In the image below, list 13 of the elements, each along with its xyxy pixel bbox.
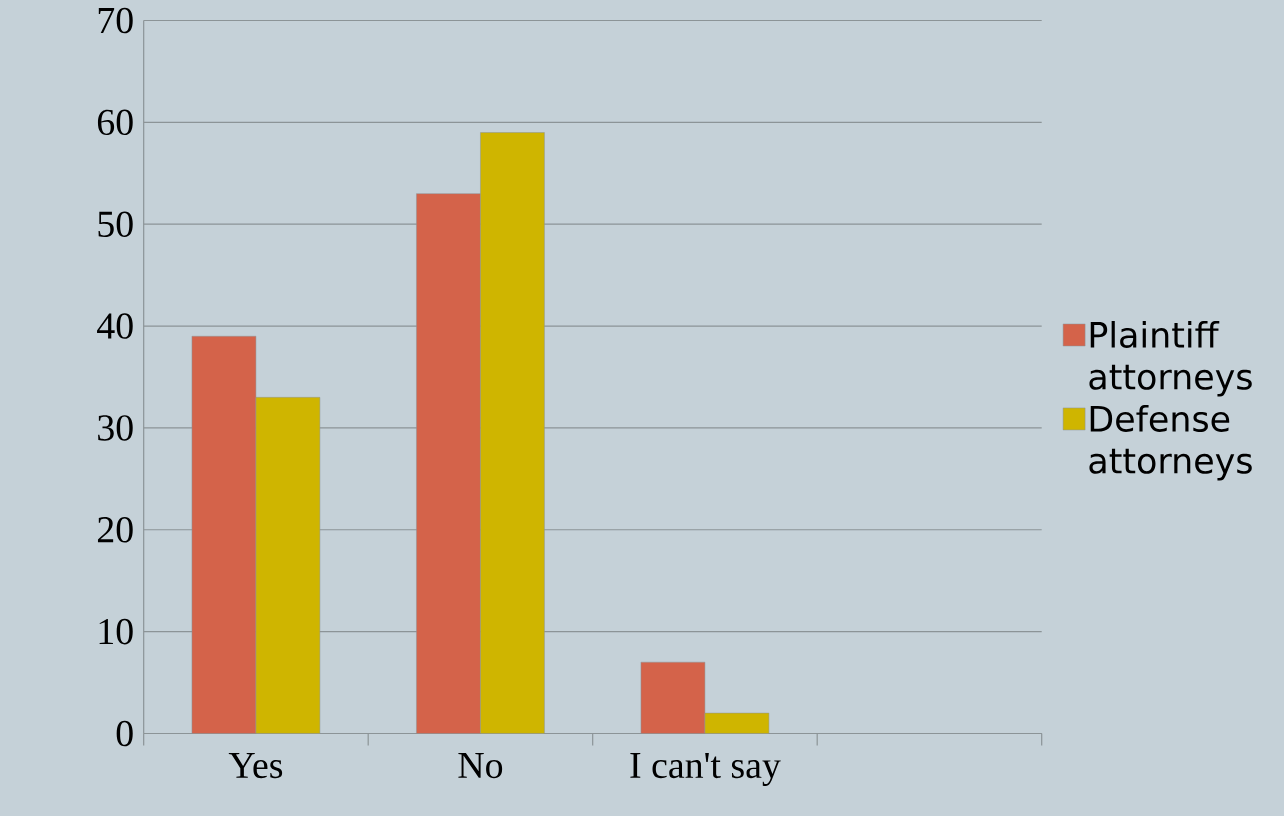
y-tick-label: 30 [98, 415, 133, 441]
y-tick-label: 70 [98, 7, 133, 34]
y-tick-label: 20 [97, 517, 133, 543]
x-tick-label: No [458, 752, 503, 779]
x-tick-label: I can't say [630, 752, 781, 786]
y-tick-label: 50 [98, 211, 133, 237]
legend-label: Defense attorneys [1089, 404, 1252, 481]
legend-label: Plaintiff attorneys [1089, 320, 1252, 397]
y-tick-label: 40 [97, 313, 133, 339]
x-tick-label: Yes [228, 752, 283, 779]
y-tick-label: 0 [116, 720, 133, 747]
y-tick-label: 10 [99, 618, 133, 645]
y-tick-label: 60 [97, 109, 133, 136]
